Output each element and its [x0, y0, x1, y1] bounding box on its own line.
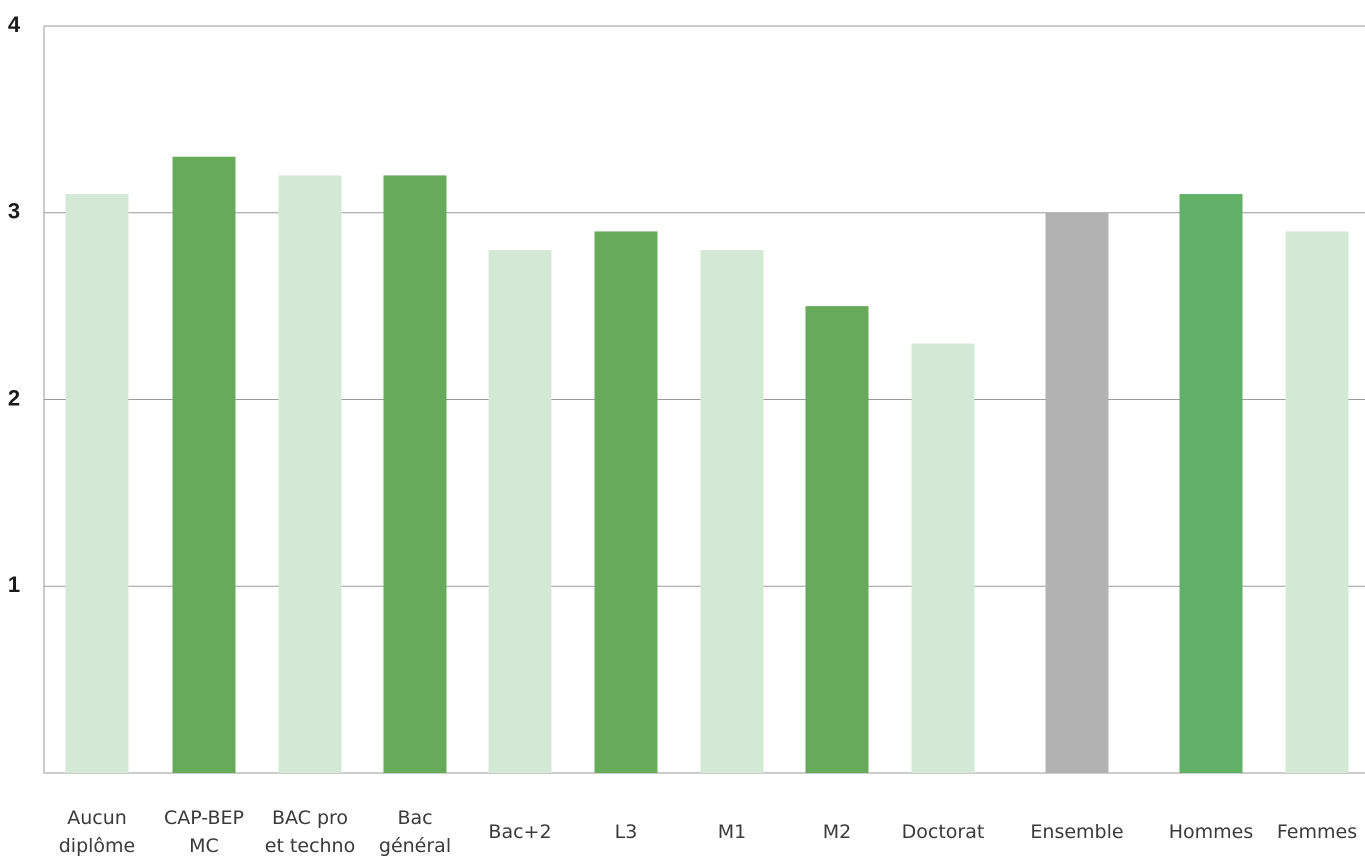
- y-tick-label: 1: [8, 572, 20, 597]
- x-tick-label-line: MC: [189, 835, 219, 857]
- x-tick-label-line: M1: [718, 821, 746, 843]
- x-tick-label-line: Bac: [397, 807, 432, 829]
- y-axis-tick-labels: 1 2 3 4: [8, 12, 21, 597]
- x-tick-label-line: CAP-BEP: [164, 807, 244, 829]
- x-tick-label: Bac+2: [488, 821, 551, 843]
- bar: [805, 306, 869, 773]
- x-tick-label: CAP-BEP MC: [164, 807, 244, 857]
- y-tick-label: 2: [8, 385, 20, 410]
- bar: [172, 156, 236, 774]
- bars: [65, 156, 1349, 774]
- x-tick-label-line: Doctorat: [902, 821, 985, 843]
- x-tick-label-line: et techno: [265, 835, 355, 857]
- x-tick-label-line: diplôme: [59, 835, 136, 857]
- x-axis-tick-labels: Aucun diplôme CAP-BEP MC BAC pro et techno Bac…: [59, 807, 1357, 857]
- x-tick-label-line: Bac+2: [488, 821, 551, 843]
- x-tick-label-line: M2: [823, 821, 851, 843]
- x-tick-label: Femmes: [1277, 821, 1357, 843]
- x-tick-label: Bac général: [379, 807, 451, 857]
- bar: [594, 231, 658, 774]
- x-tick-label-line: Hommes: [1169, 821, 1254, 843]
- x-tick-label-line: Aucun: [67, 807, 127, 829]
- x-tick-label: L3: [615, 821, 638, 843]
- bar: [1045, 212, 1109, 773]
- x-tick-label: Doctorat: [902, 821, 985, 843]
- x-tick-label: Aucun diplôme: [59, 807, 136, 857]
- bar: [488, 250, 552, 774]
- bar: [383, 175, 447, 773]
- x-tick-label-line: Femmes: [1277, 821, 1357, 843]
- y-tick-label: 4: [8, 12, 21, 37]
- bar: [1285, 231, 1349, 774]
- bar: [65, 194, 129, 773]
- bar: [911, 343, 975, 773]
- x-tick-label-line: BAC pro: [272, 807, 348, 829]
- x-tick-label: Hommes: [1169, 821, 1254, 843]
- bar: [278, 175, 342, 773]
- x-tick-label-line: général: [379, 835, 451, 857]
- x-tick-label: Ensemble: [1030, 821, 1123, 843]
- x-tick-label-line: Ensemble: [1030, 821, 1123, 843]
- x-tick-label: M1: [718, 821, 746, 843]
- y-tick-label: 3: [8, 199, 20, 224]
- bar: [1179, 194, 1243, 773]
- x-tick-label-line: L3: [615, 821, 638, 843]
- bar: [700, 250, 764, 774]
- x-tick-label: M2: [823, 821, 851, 843]
- x-tick-label: BAC pro et techno: [265, 807, 355, 857]
